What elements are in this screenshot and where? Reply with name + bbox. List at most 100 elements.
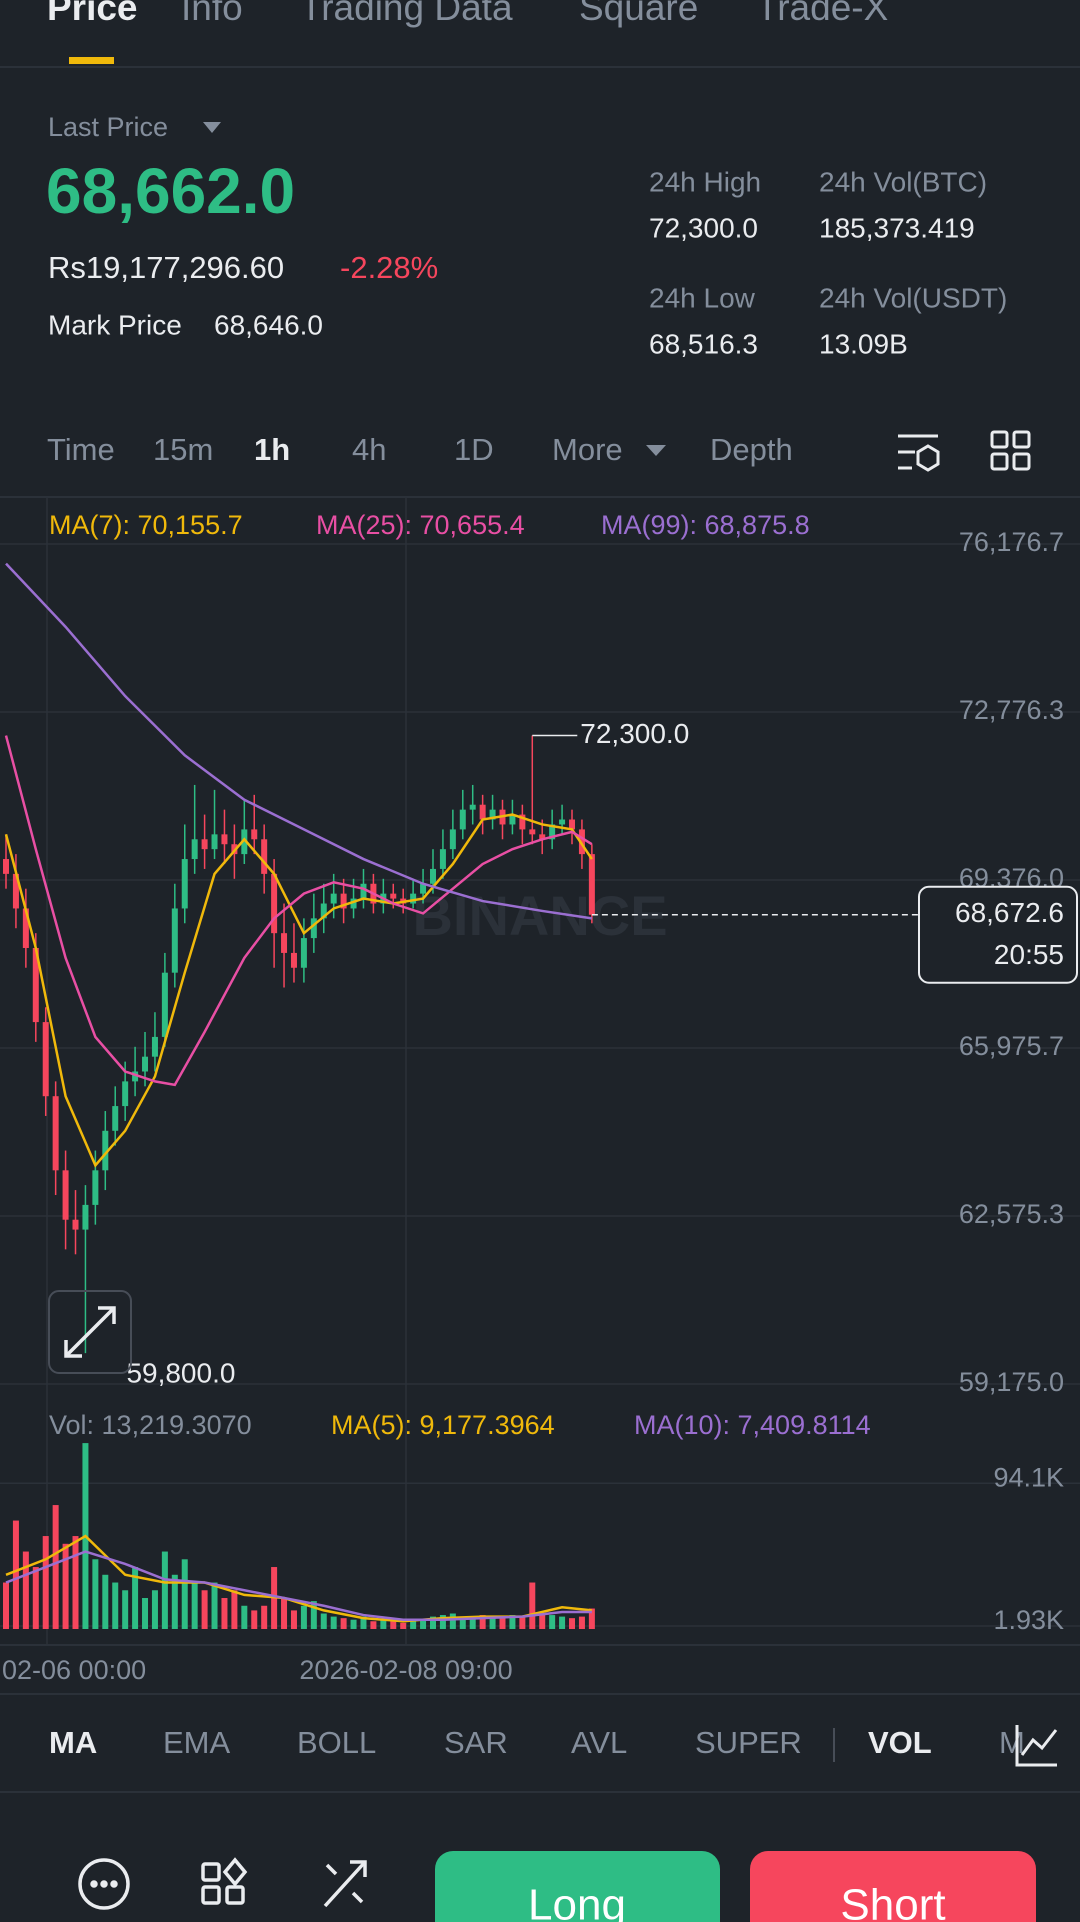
candle-body: [22, 908, 29, 948]
more-icon[interactable]: [78, 1858, 130, 1910]
stat-label: 24h Low: [649, 282, 756, 313]
volume-bar: [132, 1567, 139, 1629]
candle-body: [132, 1071, 139, 1082]
mark-price-label: Mark Price: [48, 309, 182, 340]
y-tick-label: 76,176.7: [959, 527, 1064, 557]
candle-body: [42, 1022, 49, 1097]
indicator[interactable]: BOLL: [297, 1725, 376, 1760]
candle-body: [112, 1106, 119, 1131]
indicator[interactable]: MA: [49, 1725, 97, 1760]
volume-bar: [569, 1618, 576, 1629]
volume-bar: [171, 1574, 178, 1629]
interval[interactable]: More: [552, 432, 623, 467]
volume-bar: [330, 1616, 337, 1629]
tab[interactable]: Trade-X: [756, 0, 888, 28]
x-tick-label: 02-06 00:00: [2, 1655, 146, 1685]
interval[interactable]: Time: [47, 432, 115, 467]
chart-settings-icon[interactable]: [898, 434, 940, 472]
stat-value: 185,373.419: [819, 212, 975, 243]
indicator[interactable]: EMA: [163, 1725, 231, 1760]
indicator[interactable]: M: [999, 1725, 1025, 1760]
candle-body: [360, 883, 367, 899]
indicator[interactable]: SAR: [444, 1725, 508, 1760]
candle-body: [52, 1096, 59, 1171]
volume-bar: [310, 1601, 317, 1629]
interval[interactable]: Depth: [710, 432, 793, 467]
tools-icon[interactable]: [323, 1860, 367, 1908]
volume-bar: [549, 1615, 556, 1629]
volume-bar: [588, 1608, 595, 1629]
tab[interactable]: Trading Data: [300, 0, 513, 28]
candle-body: [539, 834, 546, 840]
candle-body: [310, 918, 317, 939]
long-label[interactable]: Long: [528, 1881, 626, 1922]
volume-bar: [122, 1590, 129, 1629]
short-button[interactable]: [750, 1851, 1036, 1922]
y-tick-label: 65,975.7: [959, 1031, 1064, 1061]
volume-bar: [489, 1616, 496, 1629]
interval[interactable]: 4h: [352, 432, 386, 467]
volume-bar: [300, 1605, 307, 1629]
volume-bar: [350, 1619, 357, 1629]
expand-icon[interactable]: [48, 1290, 132, 1374]
candle-body: [439, 849, 446, 869]
candle-body: [181, 859, 188, 909]
candle-body: [191, 839, 198, 860]
layout-icon[interactable]: [990, 430, 1031, 471]
volume-bar: [439, 1615, 446, 1629]
candle-body: [3, 859, 9, 874]
volume-bar: [449, 1613, 456, 1629]
candle-body: [479, 804, 486, 820]
indicator[interactable]: AVL: [571, 1725, 627, 1760]
y-tick-label: 72,776.3: [959, 695, 1064, 725]
interval[interactable]: 1D: [454, 432, 494, 467]
candle-body: [290, 952, 297, 968]
candle-body: [122, 1081, 129, 1107]
candle-body: [410, 893, 417, 904]
apps-icon[interactable]: [201, 1857, 248, 1905]
volume-bar: [92, 1559, 99, 1629]
volume-bar: [469, 1618, 476, 1629]
candle-body: [449, 829, 456, 850]
volume-bar: [221, 1598, 228, 1629]
tab[interactable]: Info: [181, 0, 243, 28]
vol-tick-label: 94.1K: [993, 1462, 1064, 1492]
last-price-label[interactable]: Last Price: [48, 112, 168, 142]
tab[interactable]: Square: [579, 0, 698, 28]
candle-body: [578, 829, 585, 855]
volume-bar: [72, 1536, 79, 1629]
candle-body: [241, 829, 248, 855]
indicator[interactable]: SUPER: [695, 1725, 802, 1760]
candle-body: [549, 824, 556, 840]
mark-price: 68,646.0: [214, 309, 323, 340]
tab[interactable]: Price: [47, 0, 138, 28]
volume-bar: [151, 1590, 158, 1629]
candle-body: [221, 834, 228, 845]
candle-body: [519, 814, 526, 830]
candle-body: [489, 809, 496, 820]
candle-body: [350, 898, 357, 909]
price-tag-value: 68,672.6: [955, 897, 1064, 928]
candle-body: [320, 903, 327, 919]
long-button[interactable]: [435, 1851, 720, 1922]
volume-bar: [241, 1605, 248, 1629]
interval[interactable]: 1h: [254, 432, 290, 467]
candle-body: [32, 947, 39, 1023]
ma-line: [5, 1550, 592, 1621]
indicator[interactable]: VOL: [868, 1725, 932, 1760]
interval[interactable]: 15m: [153, 432, 213, 467]
volume-bar: [112, 1582, 119, 1629]
volume-bar: [161, 1551, 168, 1629]
volume-bar: [281, 1598, 288, 1629]
vol-tick-label: 1.93K: [993, 1605, 1064, 1635]
vol-legend: Vol: 13,219.3070: [49, 1410, 252, 1440]
ma-line: [5, 562, 593, 920]
candle-body: [429, 868, 436, 884]
indicator-chart-icon[interactable]: [1015, 1725, 1058, 1767]
short-label[interactable]: Short: [840, 1881, 945, 1922]
candle-body: [588, 854, 595, 915]
candle-body: [102, 1130, 109, 1171]
volume-bar: [380, 1619, 387, 1629]
volume-bar: [400, 1622, 407, 1629]
